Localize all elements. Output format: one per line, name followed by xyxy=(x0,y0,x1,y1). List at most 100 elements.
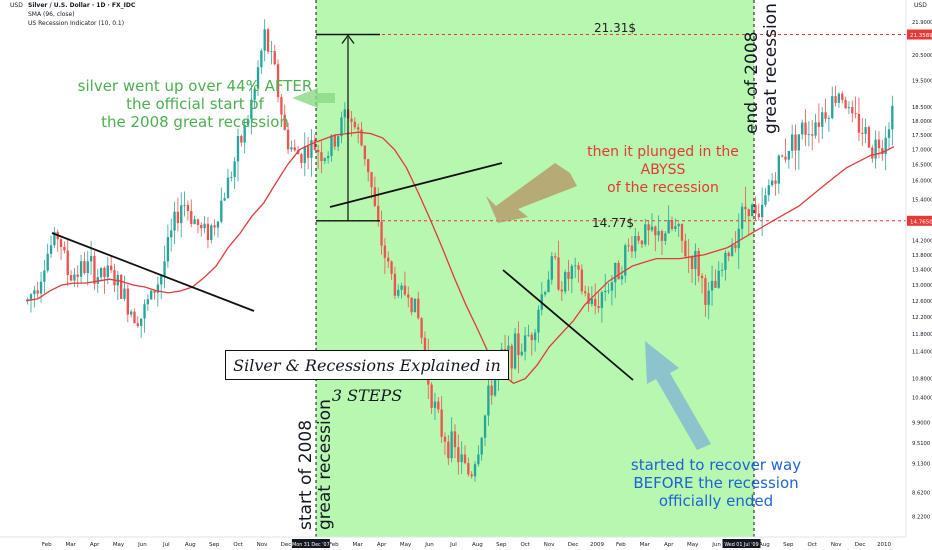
candle-body xyxy=(754,204,757,214)
candle-body xyxy=(440,409,443,437)
candle-body xyxy=(183,204,186,206)
time-axis[interactable]: Feb Mar Apr May Jun Jul Aug Sep Oct Nov Dec Mon 31 … xyxy=(0,536,906,550)
candle-body xyxy=(330,135,333,157)
candle-body xyxy=(697,250,700,276)
price-axis[interactable]: 8.2200 8.6200 9.1300 9.5100 9.9000 10.4000 10.… xyxy=(905,0,932,537)
candle-body xyxy=(407,294,410,298)
candle-body xyxy=(280,97,283,115)
candle-body xyxy=(490,385,493,396)
candle-body xyxy=(203,223,206,229)
red-annotation: then it plunged in the ABYSS of the rece… xyxy=(587,144,739,196)
candle-body xyxy=(106,265,109,278)
x-tick-label: Mar xyxy=(640,542,651,548)
x-tick-label: Oct xyxy=(808,542,818,548)
candle-body xyxy=(447,441,450,459)
trendline-peak xyxy=(329,162,503,208)
y-tick-label: 8.2200 xyxy=(912,514,930,520)
blue-arrow xyxy=(645,341,711,450)
candle-body xyxy=(734,244,737,249)
candle-body xyxy=(236,136,240,162)
candle-body xyxy=(877,139,881,149)
candle-body xyxy=(430,384,433,408)
candle-body xyxy=(777,155,780,184)
candle-body xyxy=(286,129,290,150)
x-tick-label: Feb xyxy=(616,542,626,548)
candle-body xyxy=(333,135,336,147)
candle-body xyxy=(210,225,213,240)
candle-body xyxy=(397,289,400,296)
candle-body xyxy=(817,122,821,127)
y-tick-label: 16.5000 xyxy=(912,163,932,169)
y-tick-label: 20.5000 xyxy=(912,53,932,59)
candle-body xyxy=(597,305,600,308)
candle-body xyxy=(216,221,220,228)
candle-body xyxy=(146,299,150,305)
candle-body xyxy=(370,172,373,188)
candle-body xyxy=(79,261,83,277)
indicator-sma[interactable]: SMA (96, close) xyxy=(28,11,75,18)
candle-body xyxy=(387,257,390,262)
candle-body xyxy=(584,291,587,294)
candle-body xyxy=(413,298,417,313)
candle-body xyxy=(871,147,874,159)
candle-body xyxy=(570,265,574,279)
y-tick-label: 14.2000 xyxy=(912,238,932,244)
x-tick-label: Mar xyxy=(353,542,364,548)
candle-body xyxy=(861,132,864,134)
candle-body xyxy=(109,265,113,271)
chart-title-box: Silver & Recessions Explained in 3 STEPS xyxy=(225,350,509,405)
candle-body xyxy=(29,294,33,300)
candle-body xyxy=(674,226,677,229)
candle-body xyxy=(53,231,56,246)
candle-body xyxy=(700,275,704,279)
indicator-recession[interactable]: US Recession Indicator (10, 0.1) xyxy=(28,20,125,27)
candle-body xyxy=(690,256,694,270)
x-tick-label: Nov xyxy=(257,542,268,548)
candle-body xyxy=(193,219,196,225)
candle-body xyxy=(367,159,370,173)
candle-body xyxy=(513,333,517,369)
candle-body xyxy=(493,376,497,396)
candle-body xyxy=(126,288,129,315)
candle-body xyxy=(857,113,861,133)
price-tag xyxy=(907,215,932,226)
candle-body xyxy=(243,125,246,143)
sma-line xyxy=(25,131,895,385)
symbol-title[interactable]: Silver / U.S. Dollar · 1D · FX_IDC xyxy=(28,2,136,9)
green-annotation: silver went up over 44% AFTER the offici… xyxy=(77,77,313,131)
candle-body xyxy=(360,129,363,146)
candle-body xyxy=(677,223,680,227)
candle-body xyxy=(230,177,233,178)
candle-body xyxy=(380,221,383,246)
candle-body xyxy=(170,230,173,238)
drawings xyxy=(51,0,755,537)
x-tick-label: Sep xyxy=(209,542,220,548)
candle-body xyxy=(557,257,560,290)
candle-body xyxy=(704,278,707,305)
candle-body xyxy=(306,146,310,158)
candle-body xyxy=(770,180,774,186)
candle-body xyxy=(206,223,210,240)
candle-body xyxy=(710,280,714,291)
y-tick-label: 13.8000 xyxy=(912,253,932,259)
candle-body xyxy=(350,118,353,122)
price-tag-label: 14.7650 xyxy=(910,219,932,225)
candle-body xyxy=(727,252,730,257)
time-marker xyxy=(291,539,330,548)
candle-body xyxy=(467,463,470,475)
candle-body xyxy=(46,253,49,271)
candle-body xyxy=(801,122,804,135)
candle-body xyxy=(737,228,740,249)
candle-body xyxy=(634,235,637,252)
candle-body xyxy=(173,211,176,231)
candle-body xyxy=(417,298,420,319)
candle-body xyxy=(49,245,53,254)
candle-body xyxy=(153,290,156,293)
candle-body xyxy=(517,333,520,356)
candle-body xyxy=(767,185,770,196)
recession-band xyxy=(316,0,754,537)
candle-body xyxy=(326,156,330,159)
candle-body xyxy=(804,122,807,135)
candle-body xyxy=(887,129,891,138)
